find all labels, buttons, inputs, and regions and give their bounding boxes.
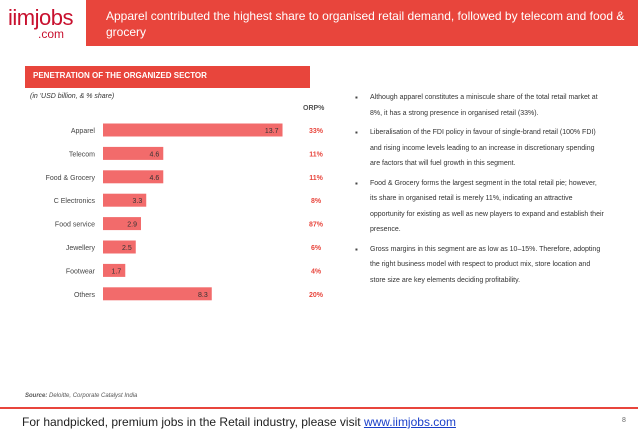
category-label: Footwear (66, 268, 96, 275)
category-label: Food & Grocery (46, 175, 96, 182)
orp-value: 11% (309, 151, 323, 158)
orp-value: 20% (309, 292, 324, 299)
bar (103, 287, 212, 301)
iimjobs-logo[interactable]: iimjobs .com (0, 0, 82, 46)
orp-column-header: ORP% (303, 105, 325, 112)
bar (103, 263, 126, 277)
orp-value: 33% (309, 128, 324, 135)
page-number: 8 (622, 417, 626, 424)
bullet-item: Liberalisation of the FDI policy in favo… (355, 125, 605, 172)
footer-text: For handpicked, premium jobs in the Reta… (22, 415, 364, 429)
bar-value-label: 4.6 (150, 151, 160, 158)
source-text: Deloitte, Corporate Catalyst India (49, 393, 138, 399)
orp-value: 87% (309, 222, 324, 229)
bar (103, 146, 164, 160)
bar (103, 193, 147, 207)
footer-divider (0, 407, 638, 409)
bar-value-label: 8.3 (198, 292, 208, 299)
section-subheader: PENETRATION OF THE ORGANIZED SECTOR (25, 66, 310, 88)
logo-suffix: .com (38, 27, 65, 41)
category-label: Others (74, 292, 96, 299)
bullet-item: Gross margins in this segment are as low… (355, 242, 605, 289)
bar-value-label: 4.6 (150, 175, 160, 182)
bullet-item: Although apparel constitutes a miniscule… (355, 90, 605, 121)
bar-value-label: 2.9 (127, 222, 137, 229)
footer: For handpicked, premium jobs in the Reta… (22, 415, 456, 429)
orp-value: 11% (309, 175, 323, 182)
orp-value: 6% (311, 245, 322, 252)
category-label: C Electronics (54, 198, 96, 205)
category-label: Jewellery (66, 245, 96, 252)
category-label: Food service (55, 222, 95, 229)
header-bar: Apparel contributed the highest share to… (86, 0, 638, 46)
bar (103, 240, 136, 254)
category-label: Apparel (71, 128, 96, 135)
bar-value-label: 13.7 (265, 128, 279, 135)
source-note: Source: Deloitte, Corporate Catalyst Ind… (25, 393, 137, 399)
bar-value-label: 1.7 (112, 268, 122, 275)
slide-title: Apparel contributed the highest share to… (106, 9, 625, 39)
section-subheader-text: PENETRATION OF THE ORGANIZED SECTOR (33, 71, 207, 80)
bar (103, 170, 164, 184)
bar (103, 217, 141, 231)
chart-unit-note: (in 'USD billion, & % share) (30, 93, 115, 100)
source-label: Source: (25, 393, 48, 399)
orp-value: 4% (311, 268, 322, 275)
bar-value-label: 3.3 (133, 198, 143, 205)
logo-brand: iimjobs (8, 5, 73, 30)
bullet-item: Food & Grocery forms the largest segment… (355, 176, 605, 238)
commentary-panel: Although apparel constitutes a miniscule… (355, 90, 605, 292)
bar-value-label: 2.5 (122, 245, 132, 252)
bar (103, 123, 283, 137)
orp-value: 8% (311, 198, 322, 205)
footer-link[interactable]: www.iimjobs.com (363, 415, 456, 429)
category-label: Telecom (69, 151, 95, 158)
